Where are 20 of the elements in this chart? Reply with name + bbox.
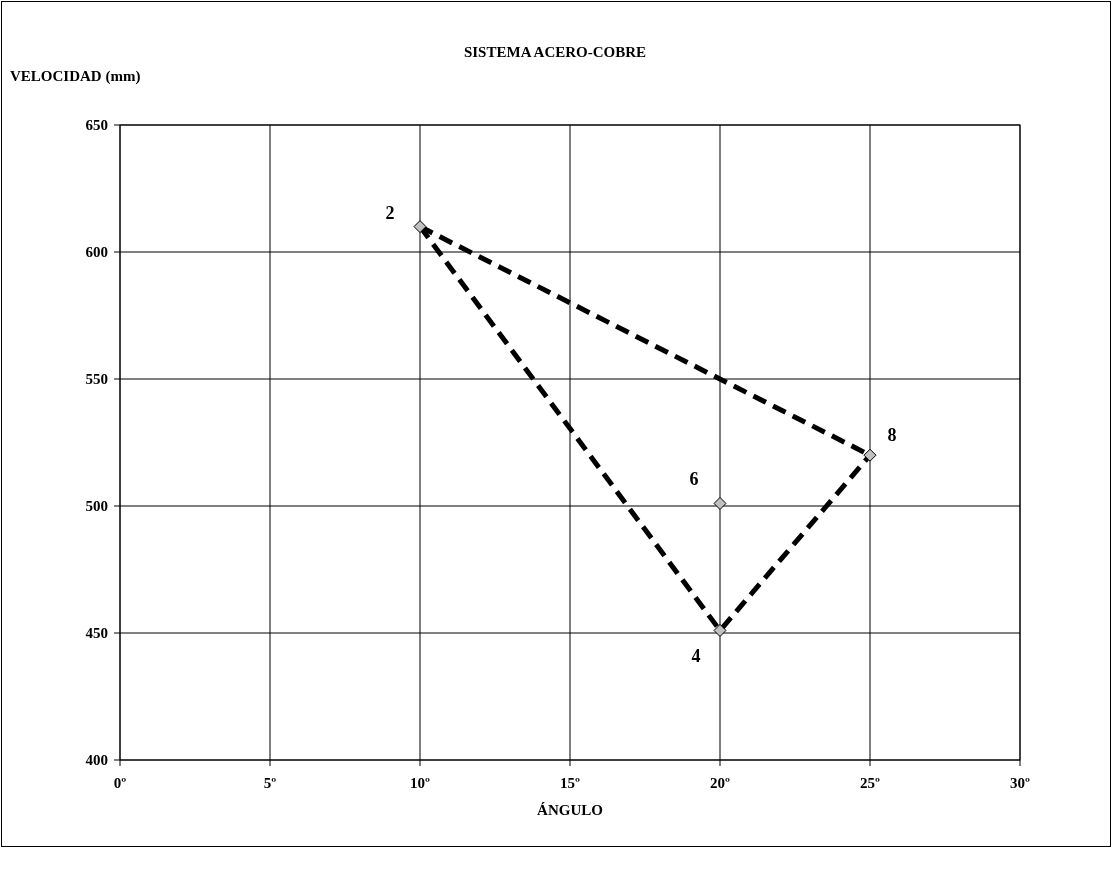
x-tick-label: 30º	[1010, 775, 1031, 791]
chart-title: SISTEMA ACERO-COBRE	[463, 44, 647, 60]
y-tick-label: 550	[85, 371, 108, 387]
annotation: 2	[385, 202, 395, 223]
y-tick-label: 600	[85, 244, 108, 260]
annotation: 8	[887, 425, 897, 446]
y-tick-label: 650	[85, 117, 108, 133]
y-tick-label: 400	[85, 752, 108, 768]
x-tick-label: 10º	[410, 775, 431, 791]
y-tick-label: 450	[85, 625, 108, 641]
x-tick-label: 20º	[710, 775, 731, 791]
x-tick-label: 25º	[860, 775, 881, 791]
annotation: 4	[691, 646, 701, 667]
x-tick-label: 5º	[263, 775, 277, 791]
y-tick-label: 500	[85, 498, 108, 514]
x-tick-label: 15º	[560, 775, 581, 791]
x-axis-title: ÁNGULO	[537, 802, 603, 818]
annotation: 6	[689, 469, 699, 490]
y-axis-title: VELOCIDAD (mm)	[10, 68, 141, 85]
x-tick-label: 0º	[113, 775, 127, 791]
